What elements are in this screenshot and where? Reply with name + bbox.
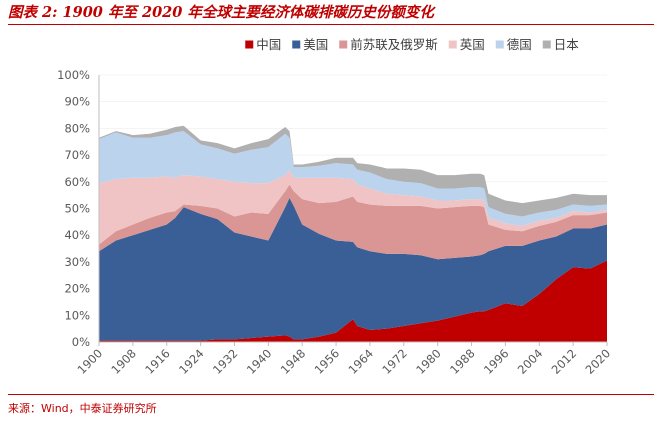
x-tick-label: 1996 [481,346,512,377]
x-tick-label: 2012 [549,346,580,377]
x-tick-label: 1900 [75,346,106,377]
y-tick-label: 50% [64,202,90,216]
legend-swatch [245,40,254,49]
area-series-1 [99,197,607,341]
x-tick-label: 1980 [413,346,444,377]
y-tick-label: 90% [64,95,90,109]
x-tick-label: 1948 [278,346,309,377]
area-series-2 [99,184,607,260]
y-tick-label: 40% [64,228,90,242]
x-tick-label: 1956 [312,346,343,377]
x-axis: 1900 1908 1916 1924 1932 1940 1948 1956 1964 1972… [75,341,614,377]
legend: 中国 美国 前苏联及俄罗斯 英国 德国 日本 [245,37,579,52]
x-tick-label: 1924 [176,346,207,377]
legend-label: 德国 [507,37,532,52]
legend-swatch [448,40,457,49]
legend-label: 前苏联及俄罗斯 [350,37,438,52]
legend-swatch [339,40,348,49]
y-tick-label: 100% [57,68,90,82]
area-series-3 [99,169,607,245]
figure-title: 图表 2: 1900 年至 2020 年全球主要经济体碳排碳历史份额变化 [8,2,654,25]
y-tick-label: 10% [64,308,90,322]
stacked-area-chart: 中国 美国 前苏联及俄罗斯 英国 德国 日本 0% 10% 20% 30% 40% 50% 60% 70… [57,37,614,377]
legend-label: 中国 [256,37,281,52]
legend-label: 日本 [554,37,580,52]
legend-item-5: 日本 [542,37,580,52]
source-note: 来源：Wind，中泰证券研究所 [8,402,157,415]
area-series [99,125,607,342]
legend-item-2: 前苏联及俄罗斯 [339,37,438,52]
y-tick-label: 20% [64,282,90,296]
legend-item-3: 英国 [448,37,485,52]
area-series-5 [99,125,607,217]
legend-item-4: 德国 [495,37,532,52]
area-series-0 [99,260,607,342]
x-tick-label: 1932 [210,346,241,377]
legend-swatch [495,40,504,49]
legend-item-0: 中国 [245,37,281,52]
x-tick-label: 2020 [583,346,614,377]
y-tick-label: 60% [64,175,90,189]
x-tick-label: 1964 [345,346,376,377]
legend-swatch [542,40,551,49]
legend-item-1: 美国 [292,37,328,52]
y-tick-label: 80% [64,121,90,135]
legend-label: 英国 [460,37,485,52]
source-divider [8,394,654,395]
x-tick-label: 1988 [447,346,478,377]
y-tick-label: 0% [72,335,90,349]
x-tick-label: 2004 [515,346,546,377]
y-tick-label: 30% [64,255,90,269]
x-tick-label: 1972 [379,346,410,377]
legend-swatch [292,40,301,49]
x-tick-label: 1916 [142,346,173,377]
y-axis: 0% 10% 20% 30% 40% 50% 60% 70% 80% 90% 100% [57,68,100,349]
area-series-4 [99,131,607,226]
y-tick-label: 70% [64,148,90,162]
x-tick-label: 1940 [244,346,275,377]
legend-label: 美国 [303,37,328,52]
x-tick-label: 1908 [108,346,139,377]
